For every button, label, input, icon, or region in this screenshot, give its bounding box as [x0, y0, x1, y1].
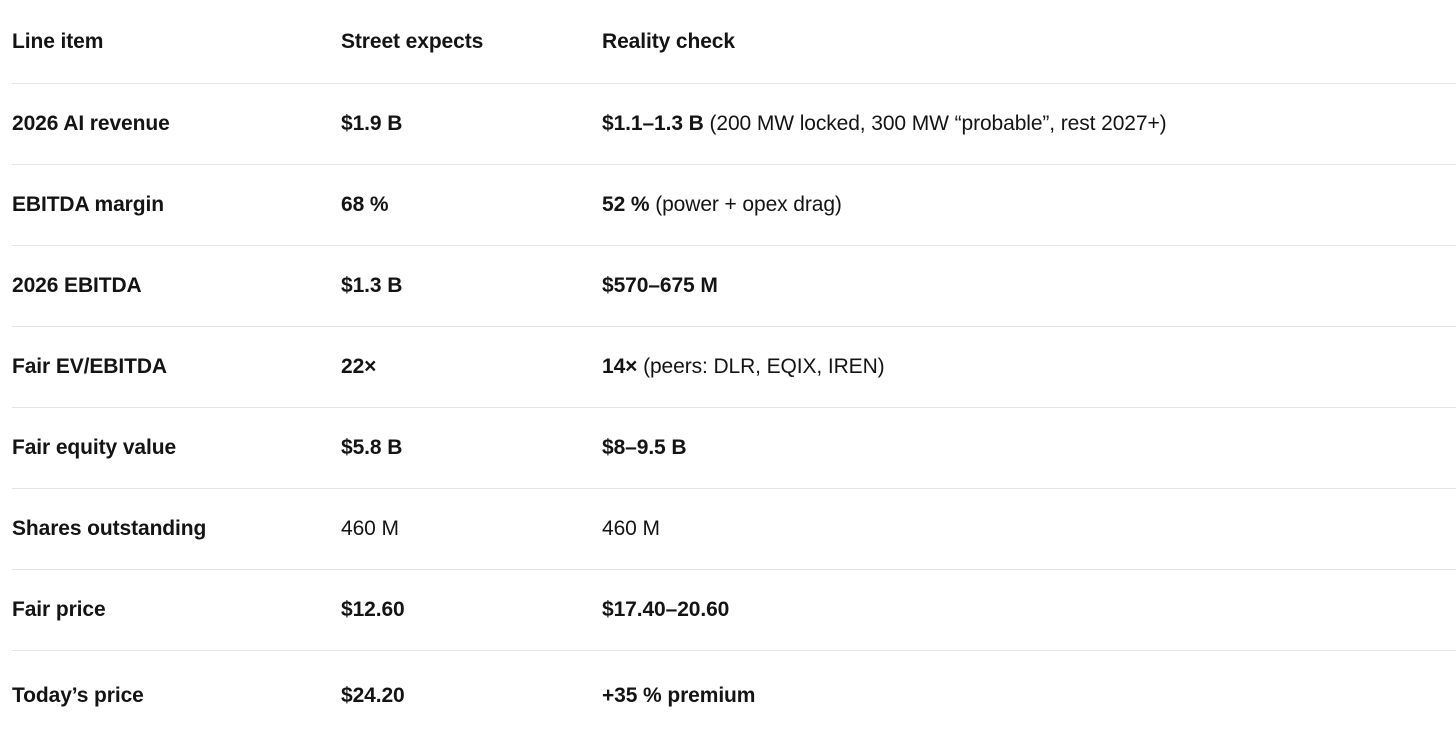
reality-check-cell: $17.40–20.60 — [602, 598, 1456, 622]
table-row: EBITDA margin 68 % 52 % (power + opex dr… — [12, 164, 1456, 245]
reality-note: (power + opex drag) — [649, 193, 842, 216]
reality-check-cell: +35 % premium — [602, 684, 1456, 708]
reality-value: 460 M — [602, 517, 660, 540]
street-expects-cell: $1.3 B — [341, 274, 403, 297]
line-item-cell: Fair EV/EBITDA — [12, 355, 167, 378]
reality-value: $8–9.5 B — [602, 436, 687, 459]
reality-note: (200 MW locked, 300 MW “probable”, rest … — [703, 112, 1167, 135]
line-item-cell: EBITDA margin — [12, 193, 164, 216]
line-item-cell: Shares outstanding — [12, 517, 207, 540]
reality-check-cell: 460 M — [602, 517, 1456, 541]
table-header-row: Line item Street expects Reality check — [12, 0, 1456, 83]
street-expects-cell: $5.8 B — [341, 436, 403, 459]
reality-check-cell: 14× (peers: DLR, EQIX, IREN) — [602, 355, 1456, 379]
reality-value: 52 % — [602, 193, 650, 216]
table-row: Fair equity value $5.8 B $8–9.5 B — [12, 407, 1456, 488]
reality-value: +35 % premium — [602, 684, 756, 707]
street-expects-cell: 22× — [341, 355, 377, 378]
reality-check-cell: 52 % (power + opex drag) — [602, 193, 1456, 217]
reality-check-cell: $8–9.5 B — [602, 436, 1456, 460]
street-expects-cell: 68 % — [341, 193, 389, 216]
column-header-line-item: Line item — [12, 29, 104, 53]
reality-value: $17.40–20.60 — [602, 598, 730, 621]
reality-value: $570–675 M — [602, 274, 718, 297]
line-item-cell: Fair price — [12, 598, 106, 621]
line-item-cell: 2026 EBITDA — [12, 274, 142, 297]
table-row: Shares outstanding 460 M 460 M — [12, 488, 1456, 569]
table-row: Today’s price $24.20 +35 % premium — [12, 650, 1456, 741]
reality-value: 14× — [602, 355, 638, 378]
line-item-cell: 2026 AI revenue — [12, 112, 170, 135]
table-row: Fair price $12.60 $17.40–20.60 — [12, 569, 1456, 650]
street-expects-cell: 460 M — [341, 517, 399, 540]
reality-note: (peers: DLR, EQIX, IREN) — [637, 355, 885, 378]
street-expects-cell: $1.9 B — [341, 112, 403, 135]
line-item-cell: Today’s price — [12, 684, 144, 707]
table-row: Fair EV/EBITDA 22× 14× (peers: DLR, EQIX… — [12, 326, 1456, 407]
table-row: 2026 EBITDA $1.3 B $570–675 M — [12, 245, 1456, 326]
reality-value: $1.1–1.3 B — [602, 112, 704, 135]
column-header-street-expects: Street expects — [341, 29, 484, 53]
reality-check-cell: $1.1–1.3 B (200 MW locked, 300 MW “proba… — [602, 112, 1456, 136]
street-expects-cell: $12.60 — [341, 598, 405, 621]
reality-check-cell: $570–675 M — [602, 274, 1456, 298]
street-expects-cell: $24.20 — [341, 684, 405, 707]
table-row: 2026 AI revenue $1.9 B $1.1–1.3 B (200 M… — [12, 83, 1456, 164]
line-item-cell: Fair equity value — [12, 436, 177, 459]
column-header-reality-check: Reality check — [602, 29, 735, 53]
